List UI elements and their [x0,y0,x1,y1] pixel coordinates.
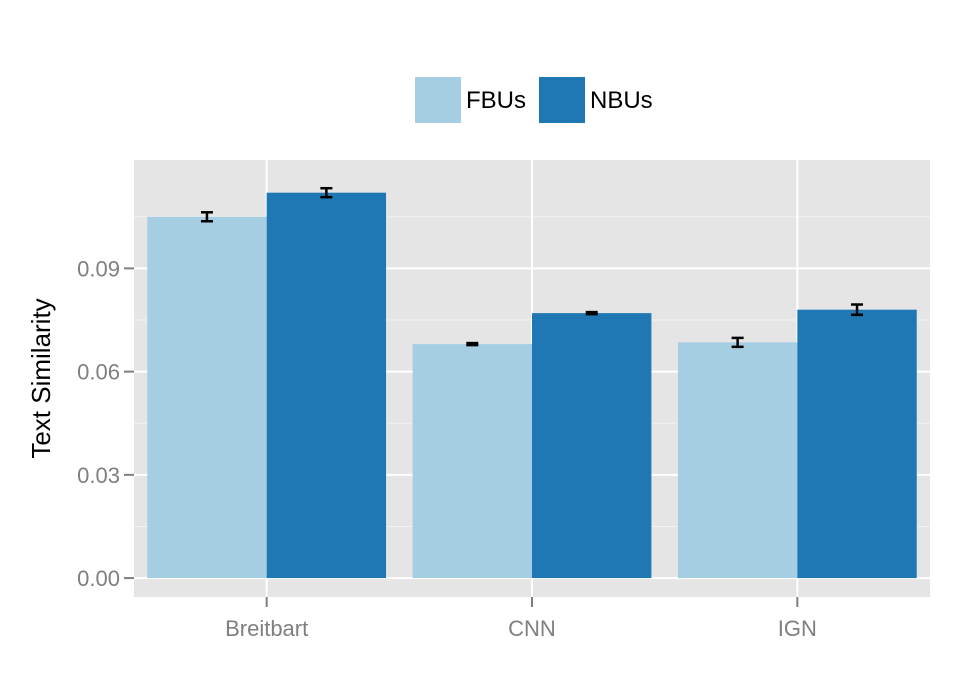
error-bar-nbus-cnn [585,310,598,316]
y-tick-label: 0.06 [77,360,120,385]
y-axis-title: Text Similarity [26,298,56,458]
bar-nbus-breitbart [266,192,387,579]
x-tick-label: CNN [508,616,556,641]
error-bar-fbus-cnn [466,341,479,347]
bar-nbus-ign [797,309,917,579]
error-bar-nbus-breitbart [320,186,333,199]
error-bar-fbus-ign [731,336,744,349]
y-tick-label: 0.03 [77,463,120,488]
y-axis: 0.00 0.03 0.06 0.09 [77,256,134,591]
legend-swatch [415,77,461,123]
bar-fbus-breitbart [147,216,267,579]
legend-item-nbus: NBUs [539,77,653,123]
y-tick-label: 0.09 [77,256,120,281]
error-bars [200,186,864,349]
bars [147,192,917,579]
legend-label: FBUs [466,87,526,114]
error-bar-nbus-ign [851,303,864,317]
x-axis: Breitbart CNN IGN [225,597,817,641]
x-tick-label: Breitbart [225,616,308,641]
x-tick-label: IGN [778,616,817,641]
y-tick-label: 0.00 [77,566,120,591]
legend-item-fbus: FBUs [415,77,526,123]
bar-fbus-ign [677,342,798,579]
legend: FBUs NBUs [415,77,653,123]
bar-nbus-cnn [532,313,652,579]
legend-swatch [539,77,585,123]
legend-label: NBUs [590,87,653,114]
bar-fbus-cnn [412,344,532,579]
error-bar-fbus-breitbart [200,211,213,223]
